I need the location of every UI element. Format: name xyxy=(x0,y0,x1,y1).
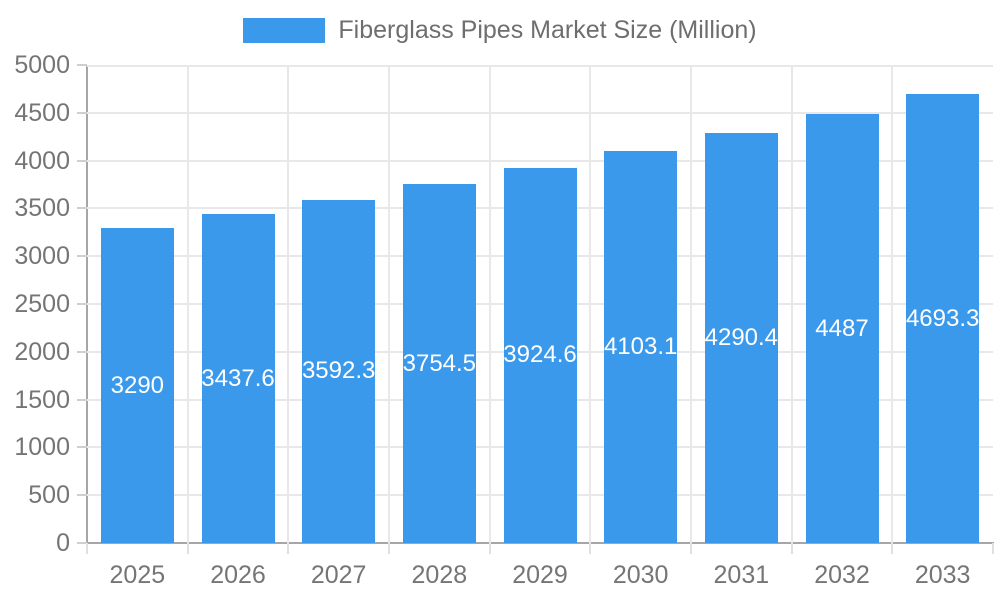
bar-value-label: 4693.3 xyxy=(905,304,980,332)
x-axis-label: 2028 xyxy=(411,561,468,589)
x-axis-label: 2033 xyxy=(914,561,971,589)
bar[interactable] xyxy=(100,228,174,543)
y-axis-label: 0 xyxy=(56,529,70,557)
legend[interactable]: Fiberglass Pipes Market Size (Million) xyxy=(0,14,1000,46)
legend-swatch xyxy=(243,17,326,43)
x-axis-tick xyxy=(992,543,994,554)
legend-label: Fiberglass Pipes Market Size (Million) xyxy=(338,15,757,44)
gridline-x xyxy=(488,65,491,543)
y-axis-label: 5000 xyxy=(14,51,70,79)
x-axis-label: 2030 xyxy=(612,561,669,589)
x-axis-line xyxy=(86,542,994,544)
y-axis-tick xyxy=(77,542,87,544)
x-axis-tick xyxy=(488,543,491,554)
y-axis-tick xyxy=(77,303,87,305)
bar-value-label: 3290 xyxy=(110,371,165,399)
x-axis-tick xyxy=(790,543,793,554)
y-axis-tick xyxy=(77,398,87,401)
x-axis-tick xyxy=(690,543,692,554)
x-axis-tick xyxy=(186,543,189,554)
bar-value-label: 4103.1 xyxy=(603,332,678,360)
y-axis-label: 2000 xyxy=(14,337,70,366)
y-axis-tick xyxy=(77,494,87,497)
y-axis-tick xyxy=(77,350,87,353)
bar-value-label: 3924.6 xyxy=(503,341,577,369)
y-axis-tick xyxy=(77,446,87,449)
x-axis-label: 2025 xyxy=(109,561,166,589)
x-axis-label: 2031 xyxy=(713,561,770,589)
bar-value-label: 3437.6 xyxy=(201,364,275,392)
x-axis-label: 2026 xyxy=(210,561,266,589)
y-axis-tick xyxy=(77,207,87,210)
bar-value-label: 4290.4 xyxy=(704,323,779,351)
y-axis-tick xyxy=(77,111,87,114)
bar[interactable] xyxy=(604,150,678,543)
gridline-x xyxy=(186,65,189,543)
gridline-x xyxy=(891,65,894,543)
bar-value-label: 3754.5 xyxy=(402,349,477,377)
gridline-x xyxy=(287,65,290,543)
y-axis-label: 3500 xyxy=(14,194,70,223)
y-axis-label: 1500 xyxy=(14,385,70,414)
bar[interactable] xyxy=(906,94,980,543)
x-axis-label: 2032 xyxy=(814,561,870,589)
x-axis-tick xyxy=(589,543,592,554)
gridline-x xyxy=(790,65,793,543)
gridline-x xyxy=(589,65,592,543)
gridline-x xyxy=(388,65,390,543)
y-axis-label: 500 xyxy=(28,481,70,510)
y-axis-tick xyxy=(77,64,87,66)
gridline-y xyxy=(87,65,993,67)
x-axis-tick xyxy=(388,543,390,554)
x-axis-tick xyxy=(891,543,894,554)
x-axis-tick xyxy=(86,543,88,554)
bar[interactable] xyxy=(704,132,778,543)
plot-area: 3290 3437.6 3592.3 3754.5 3924.6 4103.1 4290.4… xyxy=(87,65,993,543)
gridline-x xyxy=(690,65,692,543)
gridline-y xyxy=(87,159,993,162)
y-axis-label: 4000 xyxy=(14,146,70,175)
y-axis-label: 2500 xyxy=(14,290,70,318)
y-axis-tick xyxy=(77,255,87,258)
bar-value-label: 3592.3 xyxy=(301,357,376,385)
bar[interactable] xyxy=(302,199,376,543)
x-axis-label: 2029 xyxy=(512,561,568,589)
gridline-y xyxy=(87,111,993,114)
bar[interactable] xyxy=(402,184,476,543)
x-axis-tick xyxy=(287,543,290,554)
x-axis-label: 2027 xyxy=(310,561,367,589)
bar[interactable] xyxy=(805,114,879,543)
y-axis-label: 3000 xyxy=(14,242,70,271)
y-axis-label: 4500 xyxy=(14,98,70,127)
y-axis-tick xyxy=(77,159,87,162)
bar-value-label: 4487 xyxy=(815,314,869,342)
bar[interactable] xyxy=(503,167,577,543)
bar[interactable] xyxy=(201,214,275,543)
y-axis-label: 1000 xyxy=(14,433,70,462)
